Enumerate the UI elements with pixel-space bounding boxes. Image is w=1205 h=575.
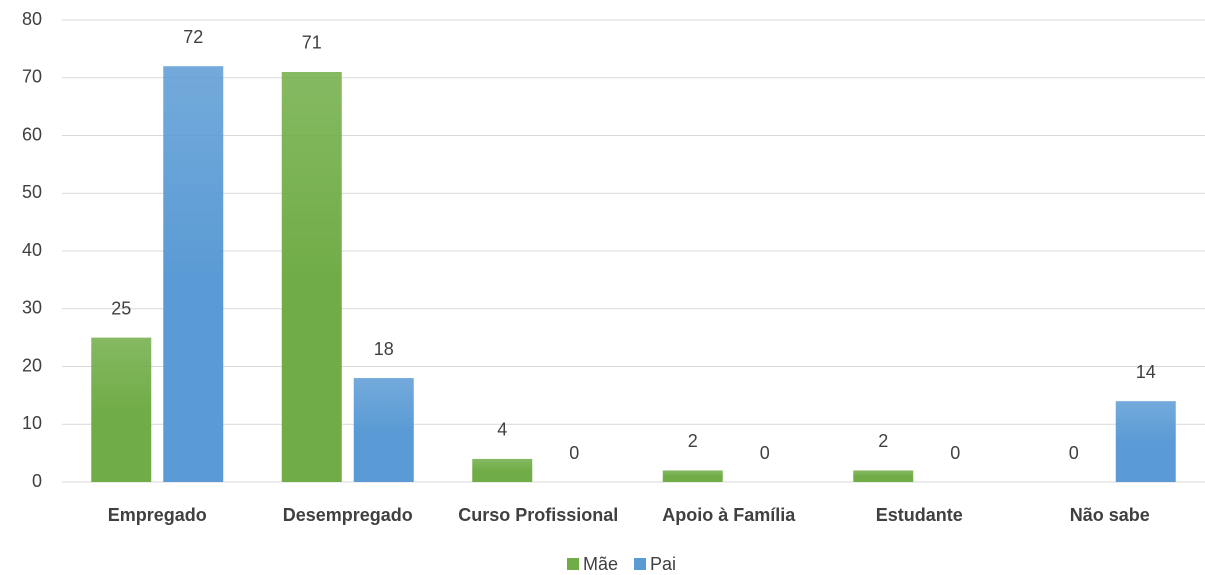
legend-swatch: [634, 558, 647, 570]
bar: [472, 458, 533, 482]
y-tick-label: 10: [22, 413, 42, 433]
y-tick-label: 60: [22, 124, 42, 144]
y-tick-label: 0: [32, 471, 42, 491]
legend-label: Mãe: [583, 554, 618, 574]
y-tick-label: 80: [22, 9, 42, 29]
x-tick-label: Estudante: [876, 505, 963, 525]
data-label: 0: [1069, 443, 1079, 463]
x-tick-label: Curso Profissional: [458, 505, 618, 525]
bar: [281, 71, 342, 482]
y-tick-label: 70: [22, 67, 42, 87]
data-label: 2: [878, 431, 888, 451]
bar: [91, 337, 152, 482]
x-tick-label: Empregado: [108, 505, 207, 525]
y-tick-label: 20: [22, 355, 42, 375]
data-label: 71: [302, 33, 322, 53]
data-label: 72: [183, 27, 203, 47]
y-tick-label: 50: [22, 182, 42, 202]
bar: [353, 378, 414, 482]
data-label: 0: [760, 443, 770, 463]
legend-label: Pai: [650, 554, 676, 574]
bar: [853, 470, 914, 482]
data-label: 25: [111, 298, 131, 318]
y-tick-label: 30: [22, 298, 42, 318]
bar: [1115, 401, 1176, 482]
data-label: 4: [497, 420, 507, 440]
data-label: 2: [688, 431, 698, 451]
data-label: 14: [1136, 362, 1156, 382]
y-tick-label: 40: [22, 240, 42, 260]
data-label: 0: [950, 443, 960, 463]
legend-swatch: [567, 558, 579, 570]
x-tick-label: Não sabe: [1070, 505, 1150, 525]
x-tick-label: Desempregado: [283, 505, 413, 525]
data-label: 18: [374, 339, 394, 359]
data-label: 0: [569, 443, 579, 463]
bar: [163, 66, 224, 482]
bar: [662, 470, 723, 482]
x-tick-label: Apoio à Família: [662, 505, 796, 525]
